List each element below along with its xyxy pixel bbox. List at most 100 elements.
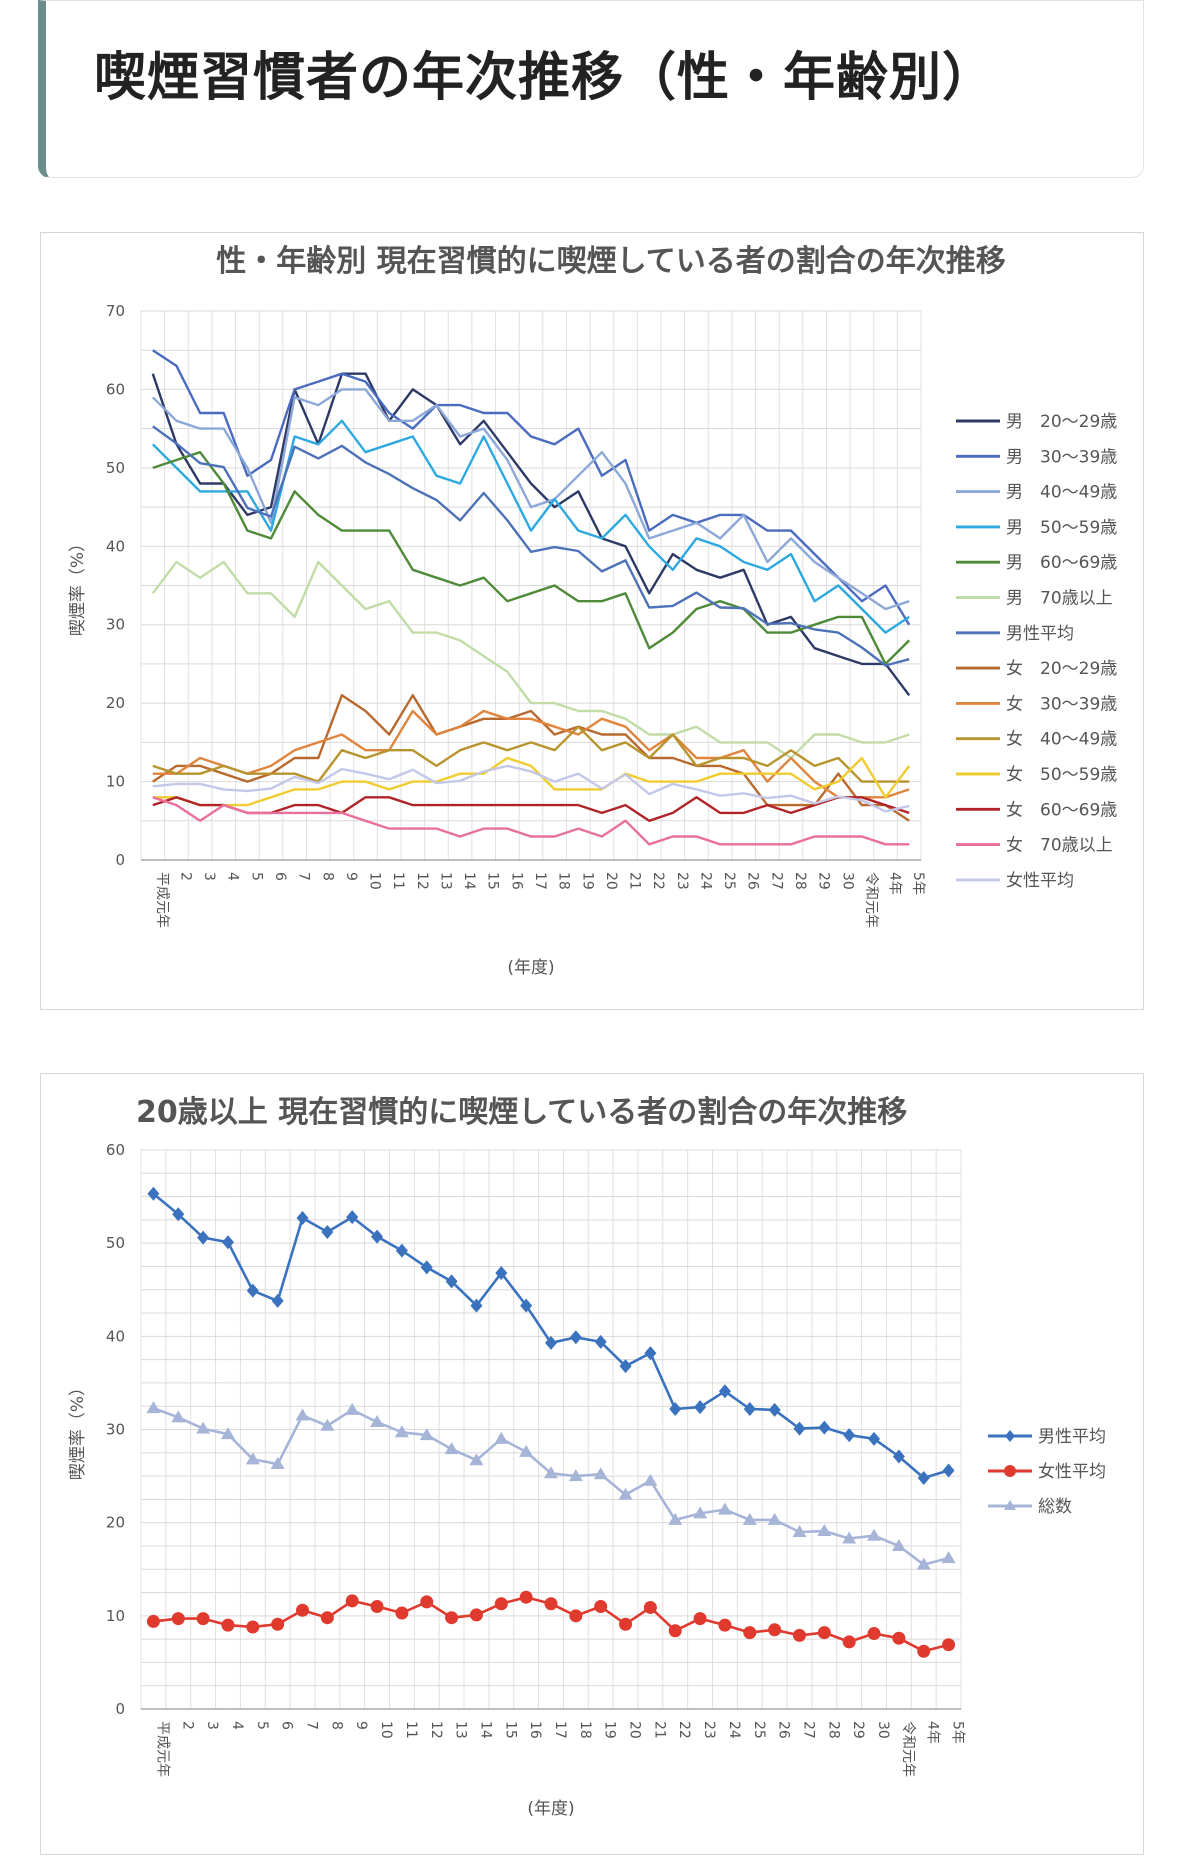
data-point — [370, 1600, 384, 1614]
data-point — [644, 1346, 657, 1361]
chart-adult: 20歳以上 現在習慣的に喫煙している者の割合の年次推移 0 10 20 30 40 50 60… — [68, 1095, 1106, 1819]
series-line-0 — [151, 372, 911, 697]
data-point — [917, 1470, 930, 1485]
data-point — [643, 1600, 657, 1614]
data-point — [867, 1528, 882, 1541]
data-point — [520, 1298, 533, 1313]
data-point — [916, 1557, 931, 1570]
data-point — [296, 1211, 309, 1226]
series-line-6 — [152, 425, 910, 667]
x-tick-label: 18 — [577, 1721, 593, 1739]
x-tick-label: 5年 — [950, 1721, 966, 1744]
legend-marker — [1004, 1500, 1016, 1510]
x-tick-label: 4 — [229, 1721, 245, 1730]
data-point — [395, 1606, 409, 1620]
x-tick-label: 17 — [532, 872, 548, 890]
data-point — [495, 1265, 508, 1280]
series-line-9 — [152, 725, 910, 783]
data-point — [793, 1421, 806, 1436]
header-card: 喫煙習慣者の年次推移（性・年齢別） — [38, 0, 1144, 178]
data-point — [146, 1401, 161, 1414]
x-tick-label: 21 — [651, 1721, 667, 1739]
y-tick-label: 40 — [106, 537, 125, 555]
x-tick-label: 25 — [751, 1721, 767, 1739]
data-point — [469, 1453, 484, 1466]
x-tick-label: 4年 — [887, 872, 903, 895]
data-point — [221, 1235, 234, 1250]
data-point — [593, 1467, 608, 1480]
data-point — [221, 1618, 235, 1632]
x-tick-label: 12 — [428, 1721, 444, 1739]
data-point — [544, 1466, 558, 1479]
x-tick-label: 28 — [825, 1721, 841, 1739]
x-tick-label: 平成元年 — [154, 1721, 170, 1777]
chart-card-age-sex: 性・年齢別 現在習慣的に喫煙している者の割合の年次推移 0 10 20 30 40 50 60… — [40, 232, 1144, 1010]
x-axis-label: (年度) — [507, 958, 554, 978]
y-axis-label: 喫煙率（%） — [68, 1379, 88, 1480]
data-point — [693, 1612, 707, 1626]
x-tick-label: 16 — [527, 1721, 543, 1739]
data-point — [370, 1415, 385, 1428]
legend-label: 男 70歳以上 — [1006, 589, 1113, 609]
legend-label: 男 20〜29歳 — [1006, 412, 1117, 432]
data-point — [246, 1620, 260, 1634]
data-point — [941, 1551, 956, 1564]
legend-label: 総数 — [1038, 1497, 1072, 1517]
legend-label: 女 60〜69歳 — [1006, 800, 1117, 820]
data-point — [619, 1617, 633, 1631]
x-tick-label: 13 — [453, 1721, 469, 1739]
data-point — [394, 1425, 409, 1438]
data-point — [917, 1644, 931, 1658]
series-line-3 — [151, 419, 910, 634]
data-point — [171, 1612, 185, 1626]
data-point — [768, 1623, 782, 1637]
series-line-11 — [152, 796, 910, 822]
data-point — [445, 1274, 458, 1289]
chart-age-sex: 性・年齢別 現在習慣的に喫煙している者の割合の年次推移 0 10 20 30 40 50 60… — [68, 244, 1117, 978]
x-tick-label: 15 — [502, 1721, 518, 1739]
legend-label: 女 40〜49歳 — [1006, 730, 1117, 750]
x-tick-label: 11 — [390, 872, 406, 890]
legend-marker — [1005, 1430, 1015, 1442]
x-tick-label: 26 — [745, 872, 761, 890]
x-tick-label: 28 — [792, 872, 808, 890]
data-point — [444, 1442, 459, 1455]
x-tick-label: 24 — [697, 872, 713, 890]
data-point — [246, 1283, 259, 1298]
y-tick-label: 60 — [106, 380, 125, 398]
x-tick-label: 23 — [701, 1721, 717, 1739]
x-tick-label: 23 — [674, 872, 690, 890]
x-tick-label: 8 — [328, 1721, 344, 1730]
data-point — [868, 1431, 881, 1446]
x-tick-label: 14 — [461, 872, 477, 890]
data-point — [147, 1186, 160, 1201]
page-title: 喫煙習慣者の年次推移（性・年齢別） — [94, 48, 996, 108]
series-line-7 — [152, 694, 910, 822]
x-tick-label: 26 — [776, 1721, 792, 1739]
data-point — [295, 1408, 310, 1421]
data-point — [594, 1600, 608, 1614]
data-point — [320, 1418, 335, 1431]
data-point — [345, 1594, 359, 1608]
data-point — [171, 1410, 186, 1423]
x-tick-label: 7 — [296, 872, 312, 881]
series-line-5 — [151, 560, 910, 760]
data-point — [942, 1463, 955, 1478]
x-tick-label: 9 — [343, 872, 359, 881]
data-point — [569, 1330, 582, 1345]
x-tick-label: 平成元年 — [154, 872, 170, 928]
x-tick-label: 5 — [254, 1721, 270, 1730]
data-point — [545, 1335, 557, 1350]
x-tick-label: 17 — [552, 1721, 568, 1739]
x-tick-label: 30 — [839, 872, 855, 890]
data-point — [817, 1524, 832, 1537]
data-point — [942, 1638, 956, 1652]
chart-title: 20歳以上 現在習慣的に喫煙している者の割合の年次推移 — [136, 1095, 907, 1130]
data-point — [668, 1512, 683, 1525]
legend-label: 男 30〜39歳 — [1006, 447, 1117, 467]
y-tick-label: 30 — [106, 1421, 125, 1439]
data-point — [469, 1608, 483, 1622]
data-point — [568, 1469, 583, 1482]
legend-label: 女 20〜29歳 — [1006, 659, 1117, 679]
data-point — [196, 1421, 211, 1434]
